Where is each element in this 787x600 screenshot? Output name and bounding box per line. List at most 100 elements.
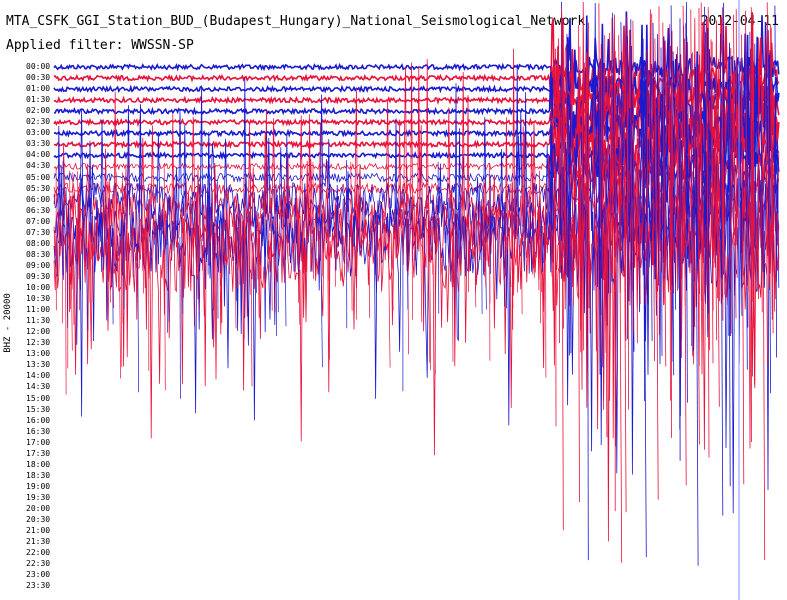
time-tick-label: 02:30: [26, 117, 51, 127]
event-spike: [563, 92, 567, 252]
time-tick-label: 05:00: [26, 172, 51, 182]
time-tick-label: 16:00: [26, 415, 51, 425]
event-spike: [419, 196, 423, 323]
event-spike: [196, 191, 200, 313]
event-spike: [312, 162, 315, 280]
event-spike: [277, 194, 279, 313]
event-spike: [202, 247, 205, 317]
event-spike: [248, 204, 251, 295]
event-spike: [685, 23, 688, 403]
time-axis: 00:00 00:30 01:00 01:30 02:00 02:30 03:00 03:30…: [0, 0, 50, 600]
event-spike: [484, 221, 487, 310]
event-spike: [194, 219, 197, 276]
time-tick-label: 08:00: [26, 238, 51, 248]
event-spike: [539, 170, 541, 324]
event-spike: [692, 105, 695, 282]
event-spike: [584, 62, 588, 255]
time-tick-label: 19:00: [26, 481, 51, 491]
event-spike: [521, 234, 523, 315]
event-spike: [257, 238, 260, 318]
event-spike: [284, 224, 287, 327]
event-spike: [70, 195, 73, 351]
event-spike: [651, 13, 655, 362]
event-spike: [448, 197, 451, 282]
event-spike: [662, 110, 665, 279]
event-spike: [654, 38, 657, 262]
event-spike: [570, 73, 574, 306]
event-spike: [704, 6, 706, 303]
event-spike: [707, 7, 710, 351]
event-spike: [766, 2, 771, 286]
event-spike: [637, 65, 641, 305]
event-spike: [296, 187, 299, 263]
event-spike: [770, 81, 774, 273]
event-spike: [341, 216, 343, 282]
event-spike: [100, 181, 102, 273]
event-spike: [126, 223, 129, 270]
event-spike: [662, 22, 667, 367]
event-spike: [234, 197, 237, 329]
time-tick-label: 23:00: [26, 570, 51, 580]
event-spike: [387, 231, 391, 368]
event-spike: [642, 38, 645, 401]
event-spike: [502, 216, 505, 307]
time-tick-label: 11:30: [26, 316, 51, 326]
event-spike: [163, 163, 166, 391]
event-spike: [733, 14, 737, 319]
event-spike: [483, 190, 487, 288]
event-spike: [451, 194, 454, 362]
event-spike: [632, 20, 635, 268]
event-spike: [657, 90, 661, 252]
event-spike: [540, 232, 542, 293]
event-spike: [568, 93, 572, 354]
trace-line-17: [53, 20, 780, 542]
event-spike: [711, 41, 714, 311]
event-spike: [739, 61, 743, 316]
event-spike: [77, 171, 80, 280]
event-spike: [228, 249, 231, 275]
time-tick-label: 01:30: [26, 95, 51, 105]
event-spike: [741, 34, 745, 485]
event-spike: [625, 12, 628, 340]
time-tick-label: 04:00: [26, 150, 51, 160]
event-spike: [304, 244, 307, 316]
time-tick-label: 18:30: [26, 470, 51, 480]
event-spike: [92, 212, 94, 302]
event-spike: [705, 30, 709, 332]
event-spike: [328, 216, 330, 360]
event-spike: [511, 182, 514, 330]
time-tick-label: 10:30: [26, 294, 51, 304]
event-spike: [122, 172, 124, 324]
event-spike: [681, 75, 684, 258]
event-spike: [111, 222, 114, 325]
event-spike: [320, 221, 323, 368]
time-tick-label: 14:00: [26, 371, 51, 381]
time-tick-label: 17:00: [26, 437, 51, 447]
event-spike: [65, 234, 67, 395]
time-tick-label: 14:30: [26, 382, 51, 392]
event-spike: [710, 39, 714, 364]
event-spike: [118, 210, 121, 379]
time-tick-label: 00:30: [26, 73, 51, 83]
event-spike: [623, 80, 627, 341]
event-spike: [612, 12, 616, 256]
event-spike: [429, 229, 432, 371]
event-spike: [533, 196, 535, 278]
time-tick-label: 20:00: [26, 504, 51, 513]
event-spike: [599, 63, 604, 368]
event-spike: [78, 186, 80, 262]
event-spike: [354, 248, 357, 271]
event-spike: [577, 98, 580, 503]
event-spike: [510, 183, 513, 271]
event-spike: [690, 9, 693, 356]
event-spike: [620, 22, 624, 271]
event-spike: [481, 199, 483, 314]
time-tick-label: 21:00: [26, 526, 51, 536]
event-spike: [669, 24, 671, 401]
event-spike: [350, 162, 353, 311]
event-spike: [713, 92, 718, 341]
event-spike: [618, 35, 623, 563]
event-spike: [764, 35, 769, 256]
event-spike: [558, 38, 560, 344]
event-spike: [374, 245, 377, 293]
